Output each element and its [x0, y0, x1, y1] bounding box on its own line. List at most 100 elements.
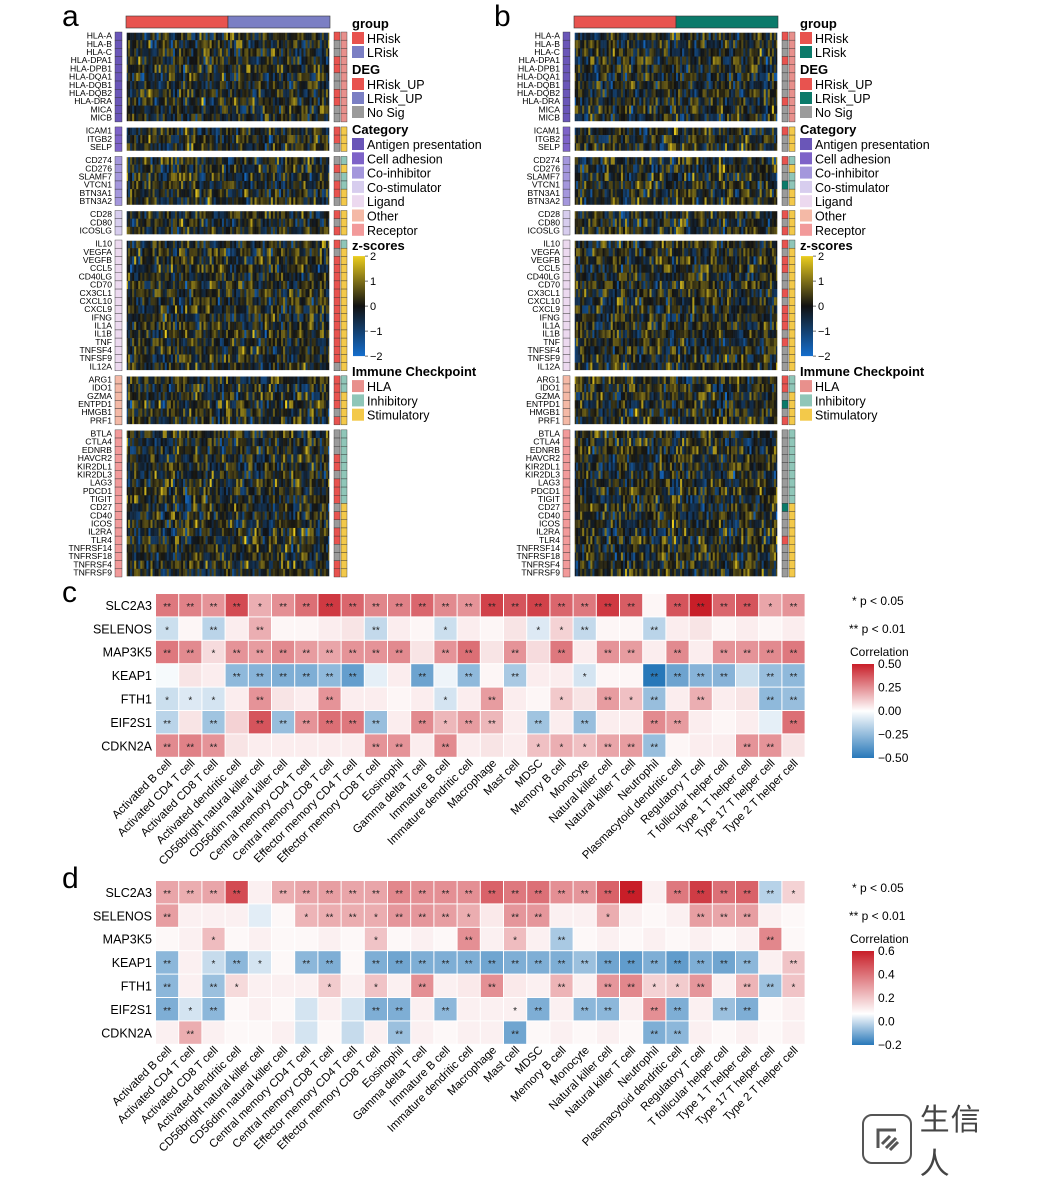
heat-cell: [279, 89, 282, 98]
heat-cell: [223, 48, 227, 57]
heat-cell: [134, 305, 137, 314]
heat-cell: [242, 97, 245, 106]
heat-cell: [285, 126, 288, 136]
heat-cell: [293, 354, 296, 363]
heat-cell: [295, 416, 298, 426]
heat-cell: [170, 416, 174, 426]
heat-cell: [254, 240, 257, 249]
heat-cell: [256, 172, 259, 182]
heat-cell: [183, 297, 186, 306]
heat-cell: [236, 338, 239, 347]
heat-cell: [168, 289, 172, 298]
heat-cell: [181, 72, 184, 82]
heat-cell: [177, 64, 180, 74]
heat-cell: [172, 172, 176, 182]
heat-cell: [132, 97, 135, 106]
heat-cell: [244, 297, 247, 306]
heat-cell: [252, 408, 255, 417]
heat-cell: [162, 97, 166, 106]
heat-cell: [160, 400, 164, 409]
heat-cell: [305, 89, 308, 98]
heat-cell: [323, 218, 327, 228]
heat-cell: [168, 105, 172, 115]
heat-cell: [136, 172, 139, 182]
heat-cell: [197, 400, 200, 409]
heat-cell: [303, 143, 306, 152]
heat-cell: [223, 438, 227, 447]
heat-cell: [134, 438, 137, 447]
heat-cell: [274, 375, 278, 385]
heat-cell: [223, 105, 227, 115]
heat-cell: [254, 383, 257, 393]
heat-cell: [164, 264, 168, 274]
heat-cell: [174, 56, 178, 65]
heat-cell: [276, 143, 280, 152]
heat-cell: [305, 446, 308, 455]
heat-cell: [223, 375, 227, 385]
heat-cell: [295, 89, 298, 98]
heat-cell: [287, 297, 290, 306]
heat-cell: [315, 189, 319, 198]
heat-cell: [179, 89, 182, 98]
heat-cell: [168, 313, 172, 323]
heat-cell: [313, 313, 317, 323]
heat-cell: [305, 429, 308, 439]
heat-cell: [301, 392, 304, 401]
heat-cell: [170, 329, 174, 339]
heat-cell: [211, 264, 215, 274]
heat-cell: [140, 226, 143, 236]
heat-cell: [221, 164, 225, 174]
heat-cell: [313, 321, 317, 331]
heat-cell: [160, 48, 164, 57]
heat-cell: [213, 362, 217, 372]
heat-cell: [325, 240, 329, 249]
heat-cell: [213, 289, 217, 298]
heat-cell: [238, 226, 241, 236]
heat-cell: [136, 126, 139, 136]
heat-cell: [132, 156, 135, 165]
heat-cell: [193, 313, 196, 323]
heat-cell: [228, 240, 231, 249]
row-deg-cell: [333, 126, 341, 136]
heat-cell: [164, 383, 168, 393]
heat-cell: [311, 264, 314, 274]
heat-cell: [205, 40, 208, 49]
heat-cell: [307, 105, 310, 115]
heat-cell: [154, 56, 157, 65]
heat-cell: [319, 408, 323, 417]
heat-cell: [174, 305, 178, 314]
heat-cell: [162, 321, 166, 331]
heat-cell: [217, 113, 221, 123]
heat-cell: [156, 248, 159, 257]
heat-cell: [170, 248, 174, 257]
heat-cell: [262, 272, 266, 282]
heat-cell: [213, 81, 217, 90]
gene-label: CXCL10: [80, 296, 113, 306]
heat-cell: [252, 189, 255, 198]
heat-cell: [242, 392, 245, 401]
row-category-cell: [114, 48, 123, 57]
heat-cell: [266, 240, 270, 249]
heat-cell: [276, 416, 280, 426]
heat-cell: [134, 189, 137, 198]
heat-cell: [185, 56, 188, 65]
heat-cell: [250, 429, 253, 439]
heat-cell: [183, 172, 186, 182]
heat-cell: [260, 305, 263, 314]
heat-cell: [230, 446, 233, 455]
heat-cell: [146, 264, 149, 274]
heat-cell: [199, 81, 202, 90]
heat-cell: [209, 408, 212, 417]
heat-cell: [260, 297, 263, 306]
heat-cell: [248, 197, 251, 206]
heat-cell: [128, 305, 131, 314]
heat-cell: [315, 180, 319, 190]
heat-cell: [183, 143, 186, 152]
heat-cell: [293, 375, 296, 385]
heat-cell: [201, 362, 204, 372]
heat-cell: [299, 272, 302, 282]
heat-cell: [295, 105, 298, 115]
heat-cell: [152, 164, 155, 174]
heat-cell: [315, 383, 319, 393]
heat-cell: [281, 156, 284, 165]
